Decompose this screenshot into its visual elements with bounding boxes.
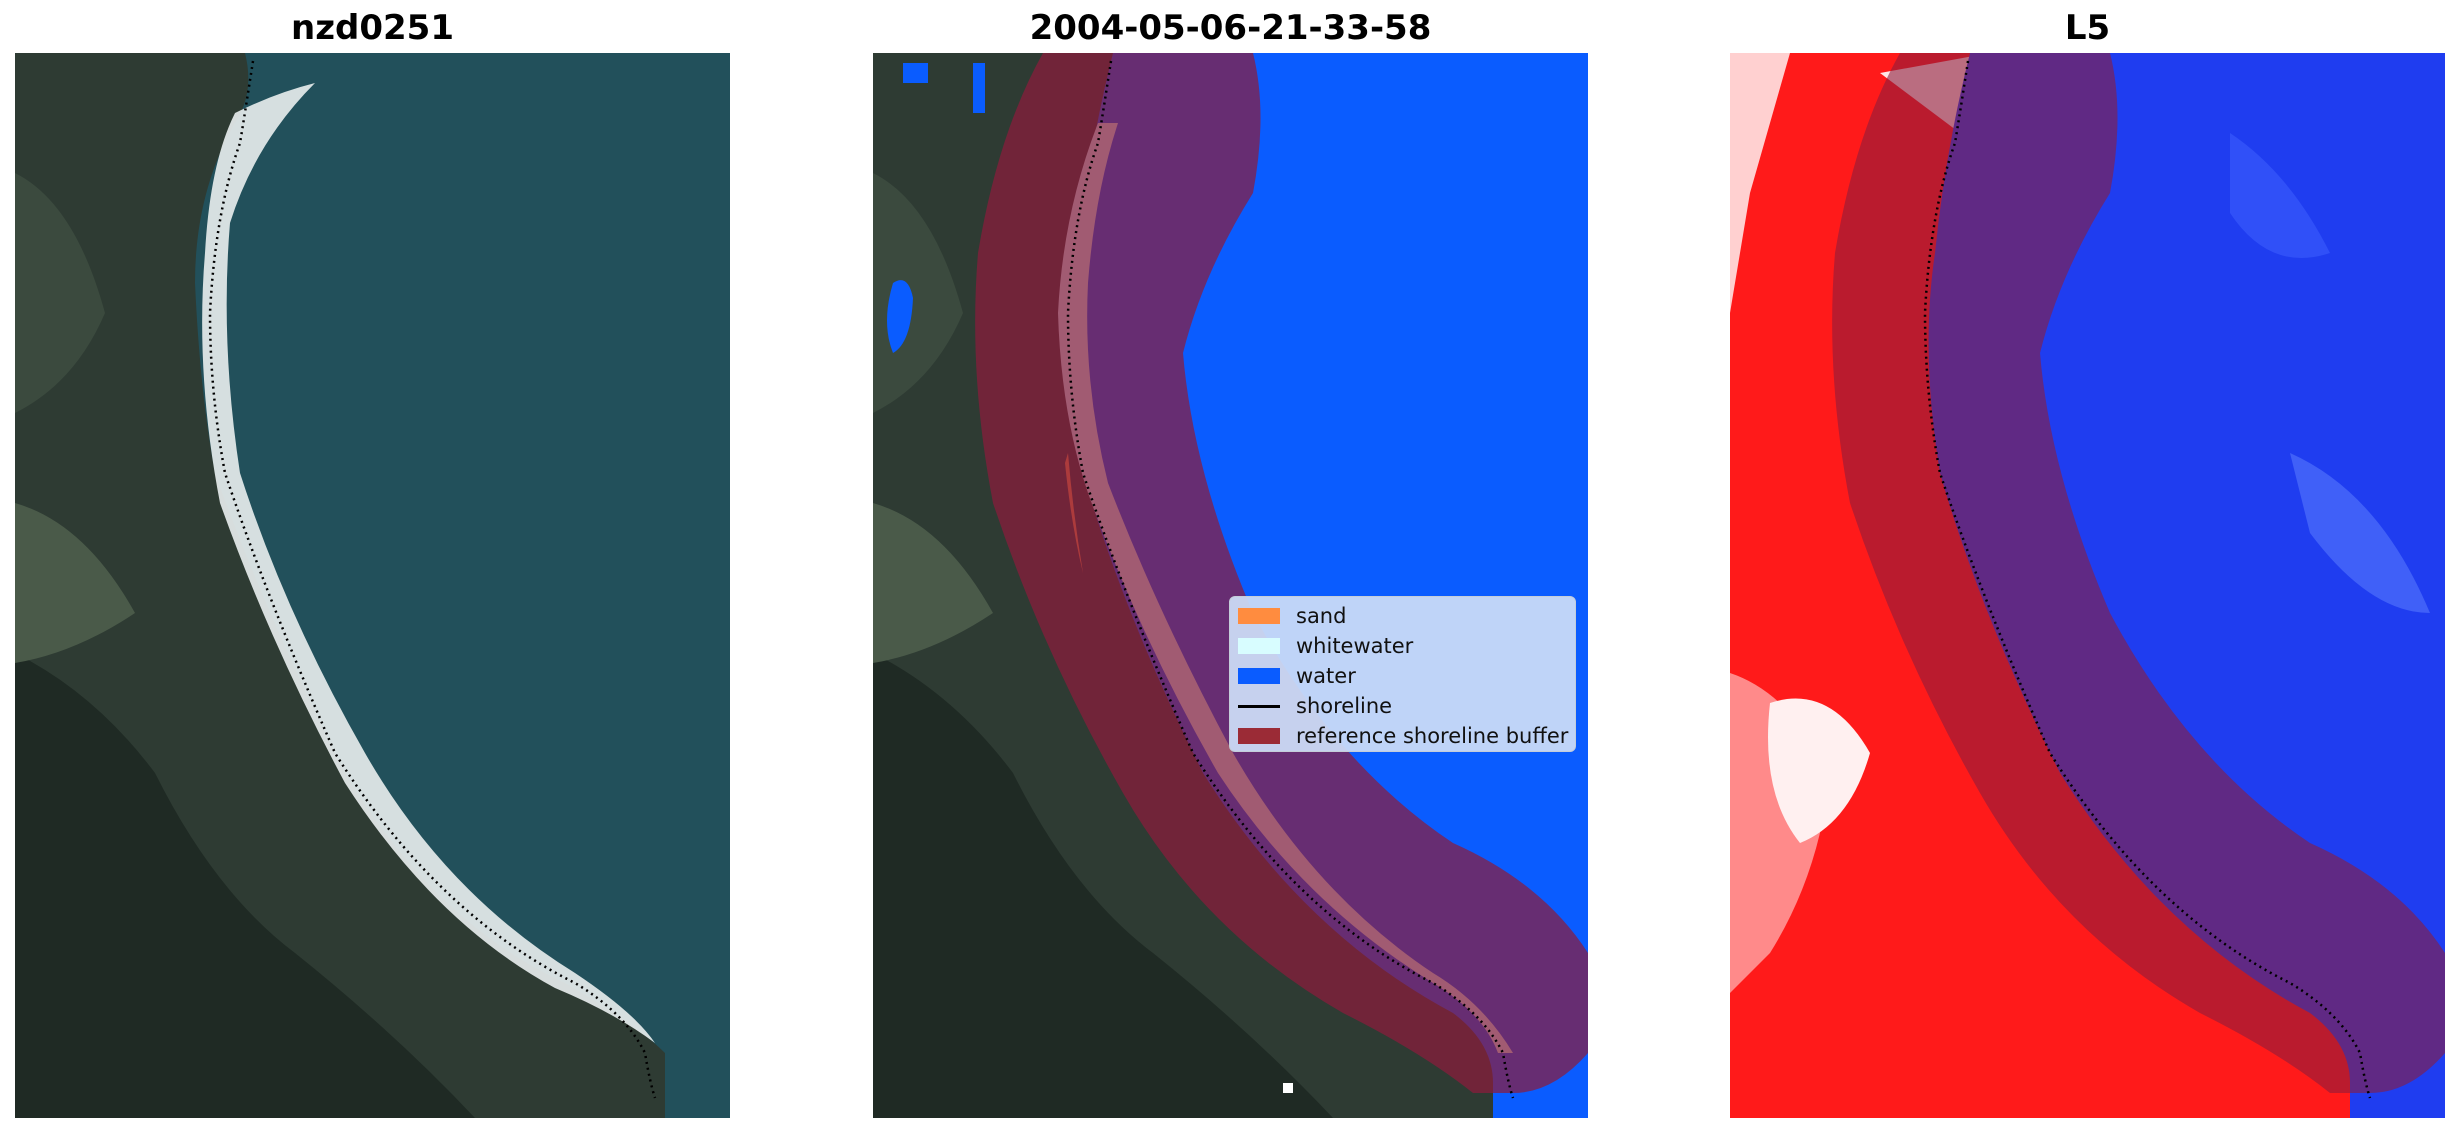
legend-swatch-whitewater (1238, 638, 1280, 654)
rgb-image-panel (15, 53, 730, 1118)
legend-item-buffer: reference shoreline buffer (1238, 721, 1569, 751)
legend-label-water: water (1296, 664, 1356, 688)
panel-title-rgb: nzd0251 (291, 8, 454, 48)
legend-item-shoreline: shoreline (1238, 691, 1567, 721)
legend-swatch-sand (1238, 608, 1280, 624)
index-image (1730, 53, 2445, 1118)
legend-swatch-buffer (1238, 728, 1280, 744)
classified-image (873, 53, 1588, 1118)
legend-label-sand: sand (1296, 604, 1347, 628)
rgb-satellite-image (15, 53, 730, 1118)
legend-swatch-shoreline (1238, 704, 1280, 708)
legend-label-whitewater: whitewater (1296, 634, 1414, 658)
legend: sand whitewater water shoreline referenc… (1229, 596, 1576, 752)
legend-item-sand: sand (1238, 601, 1567, 631)
legend-swatch-water (1238, 668, 1280, 684)
index-image-panel (1730, 53, 2445, 1118)
legend-item-water: water (1238, 661, 1567, 691)
legend-label-buffer: reference shoreline buffer (1296, 724, 1569, 748)
panel-title-classified: 2004-05-06-21-33-58 (1029, 8, 1432, 48)
classified-image-panel (873, 53, 1588, 1118)
legend-label-shoreline: shoreline (1296, 694, 1393, 718)
legend-item-whitewater: whitewater (1238, 631, 1567, 661)
panel-title-mndwi: L5 (2064, 8, 2111, 48)
